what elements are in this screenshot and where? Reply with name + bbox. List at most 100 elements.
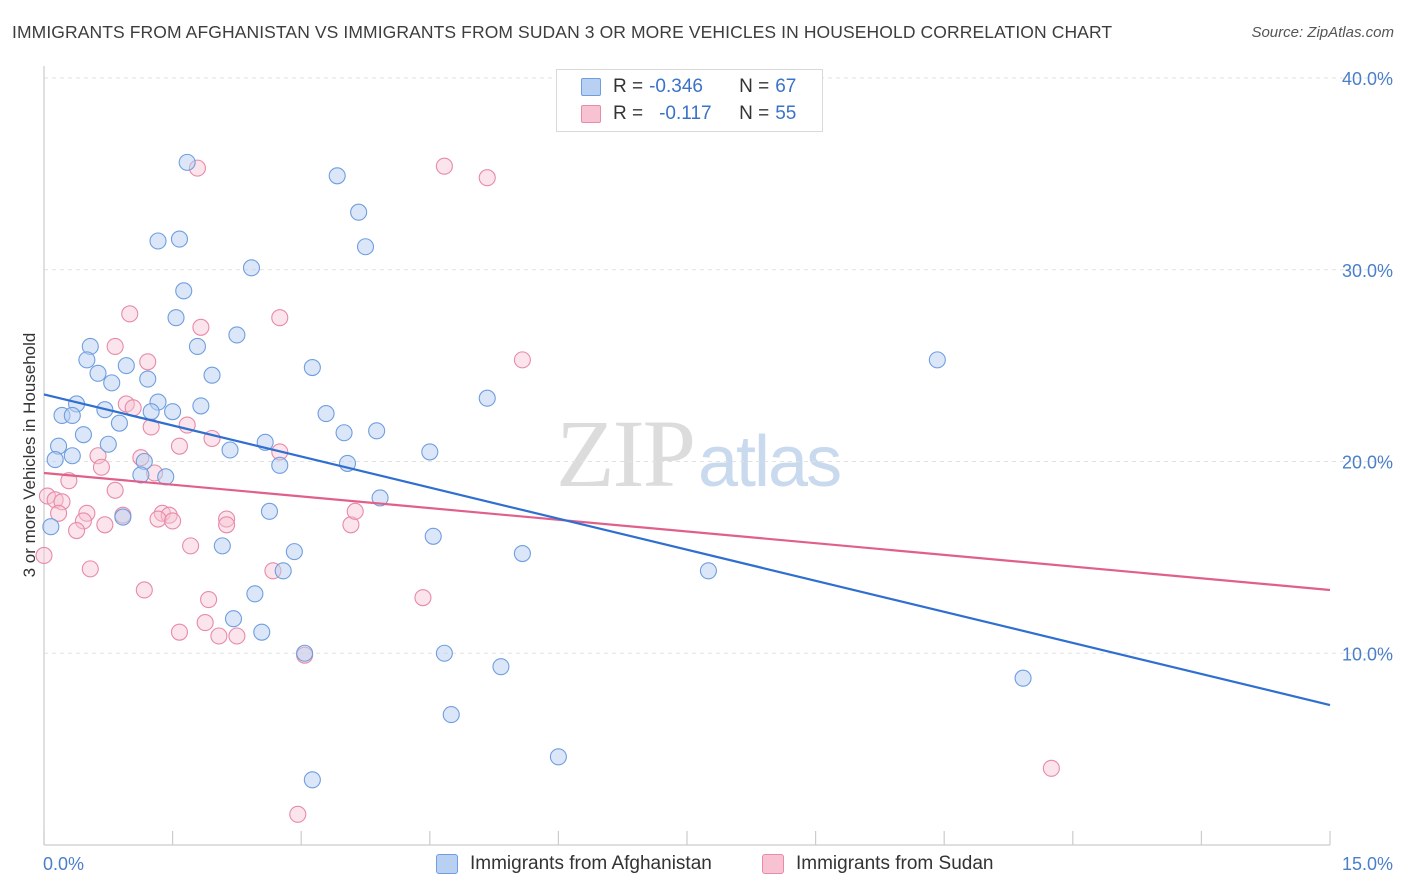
sudan-point bbox=[196, 614, 214, 632]
sudan-point bbox=[35, 546, 53, 565]
afghanistan-point bbox=[328, 167, 346, 185]
bottom-legend-sudan: Immigrants from Sudan bbox=[762, 851, 993, 877]
afghanistan-point bbox=[317, 405, 335, 423]
afghanistan-point bbox=[1014, 669, 1032, 687]
afghanistan-point bbox=[132, 466, 150, 484]
sudan-point bbox=[289, 805, 307, 823]
afghanistan-point bbox=[170, 230, 189, 248]
afghanistan-point bbox=[253, 623, 271, 641]
afghanistan-point bbox=[89, 364, 107, 382]
afghanistan-point bbox=[114, 508, 132, 526]
afghanistan-point bbox=[117, 357, 135, 375]
afghanistan-point bbox=[335, 424, 353, 442]
afghanistan-point bbox=[296, 644, 314, 662]
afghanistan-point bbox=[142, 403, 160, 421]
sudan-point bbox=[124, 399, 142, 417]
x-tick-label-max: 15.0% bbox=[1342, 854, 1393, 874]
sudan-points bbox=[35, 157, 1060, 823]
sudan-point bbox=[200, 591, 218, 609]
afghanistan-point bbox=[78, 351, 96, 369]
afghanistan-point bbox=[99, 435, 117, 453]
afghanistan-point bbox=[192, 397, 210, 415]
sudan-point bbox=[81, 560, 99, 578]
sudan-point bbox=[210, 627, 228, 645]
sudan-point bbox=[164, 512, 182, 530]
sudan-point bbox=[218, 510, 236, 528]
sudan-point bbox=[38, 487, 56, 505]
bottom-legend-label-afghanistan: Immigrants from Afghanistan bbox=[470, 853, 712, 874]
y-tick-label: 30.0% bbox=[1342, 261, 1393, 281]
trend-lines bbox=[43, 393, 1331, 707]
sudan-point bbox=[121, 305, 139, 323]
afghanistan-point bbox=[246, 585, 264, 603]
afghanistan-point bbox=[221, 441, 239, 459]
legend-swatch-afghanistan bbox=[581, 78, 601, 96]
bottom-legend-swatch-afghanistan bbox=[436, 854, 458, 874]
legend-r-label: R = bbox=[613, 103, 644, 124]
legend-swatch-sudan bbox=[581, 105, 601, 123]
afghanistan-point bbox=[260, 502, 279, 520]
sudan-point bbox=[149, 510, 167, 528]
afghanistan-point bbox=[356, 238, 375, 256]
watermark-atlas: atlas bbox=[698, 422, 842, 502]
sudan-point bbox=[46, 491, 64, 509]
afghanistan-point bbox=[149, 232, 167, 250]
y-tick-label: 20.0% bbox=[1342, 453, 1393, 473]
afghanistan-point bbox=[178, 153, 196, 171]
y-tick-label: 40.0% bbox=[1342, 69, 1393, 89]
sudan-point bbox=[135, 581, 153, 599]
sudan-trend-line bbox=[43, 471, 1331, 592]
afghanistan-point bbox=[699, 562, 717, 580]
afghanistan-point bbox=[928, 351, 946, 369]
afghanistan-point bbox=[435, 644, 453, 662]
afghanistan-point bbox=[350, 203, 368, 221]
grid-lines bbox=[44, 77, 1392, 654]
bottom-legend-afghanistan: Immigrants from Afghanistan bbox=[436, 851, 712, 877]
sudan-point bbox=[139, 353, 157, 371]
afghanistan-point bbox=[188, 337, 207, 356]
afghanistan-point bbox=[167, 309, 185, 327]
afghanistan-point bbox=[157, 468, 175, 486]
legend-n-value-afghanistan: 67 bbox=[775, 76, 797, 97]
chart-title: IMMIGRANTS FROM AFGHANISTAN VS IMMIGRANT… bbox=[12, 22, 1113, 42]
sudan-point bbox=[228, 627, 246, 645]
legend-n-label: N = bbox=[739, 103, 770, 124]
sudan-point bbox=[218, 516, 236, 534]
afghanistan-point bbox=[421, 443, 439, 461]
sudan-point bbox=[1042, 759, 1060, 777]
afghanistan-point bbox=[242, 259, 261, 277]
afghanistan-point bbox=[371, 489, 389, 507]
afghanistan-point bbox=[285, 543, 303, 561]
legend-n-value-sudan: 55 bbox=[775, 103, 797, 124]
afghanistan-point bbox=[213, 537, 231, 555]
legend-n-label: N = bbox=[739, 76, 770, 97]
afghanistan-point bbox=[203, 366, 221, 384]
afghanistan-point bbox=[63, 406, 81, 425]
legend-r-label: R = bbox=[613, 76, 644, 97]
afghanistan-point bbox=[478, 389, 496, 407]
afghanistan-point bbox=[271, 456, 289, 474]
sudan-point bbox=[96, 516, 114, 534]
source-credit: Source: ZipAtlas.com bbox=[1251, 24, 1394, 41]
sudan-point bbox=[346, 502, 364, 520]
afghanistan-point bbox=[63, 447, 81, 465]
afghanistan-point bbox=[442, 706, 460, 724]
afghanistan-point bbox=[175, 282, 193, 300]
sudan-point bbox=[478, 169, 496, 187]
afghanistan-point bbox=[549, 748, 567, 766]
sudan-point bbox=[513, 351, 531, 369]
afghanistan-point bbox=[110, 414, 128, 432]
sudan-point bbox=[92, 458, 110, 476]
stats-legend: R = -0.346 N = 67 R = -0.117 N = 55 bbox=[556, 69, 823, 132]
afghanistan-point bbox=[74, 426, 92, 444]
afghanistan-point bbox=[139, 370, 157, 388]
sudan-point bbox=[50, 504, 68, 522]
sudan-point bbox=[68, 521, 86, 540]
tick-labels: 10.0% 20.0% 30.0% 40.0% 0.0% 15.0% bbox=[43, 69, 1393, 874]
legend-row-sudan: R = -0.117 N = 55 bbox=[581, 102, 796, 126]
afghanistan-point bbox=[228, 326, 246, 344]
afghanistan-point bbox=[274, 562, 292, 580]
afghanistan-trend-line bbox=[43, 393, 1331, 707]
afghanistan-point bbox=[224, 610, 243, 628]
sudan-point bbox=[192, 318, 210, 336]
